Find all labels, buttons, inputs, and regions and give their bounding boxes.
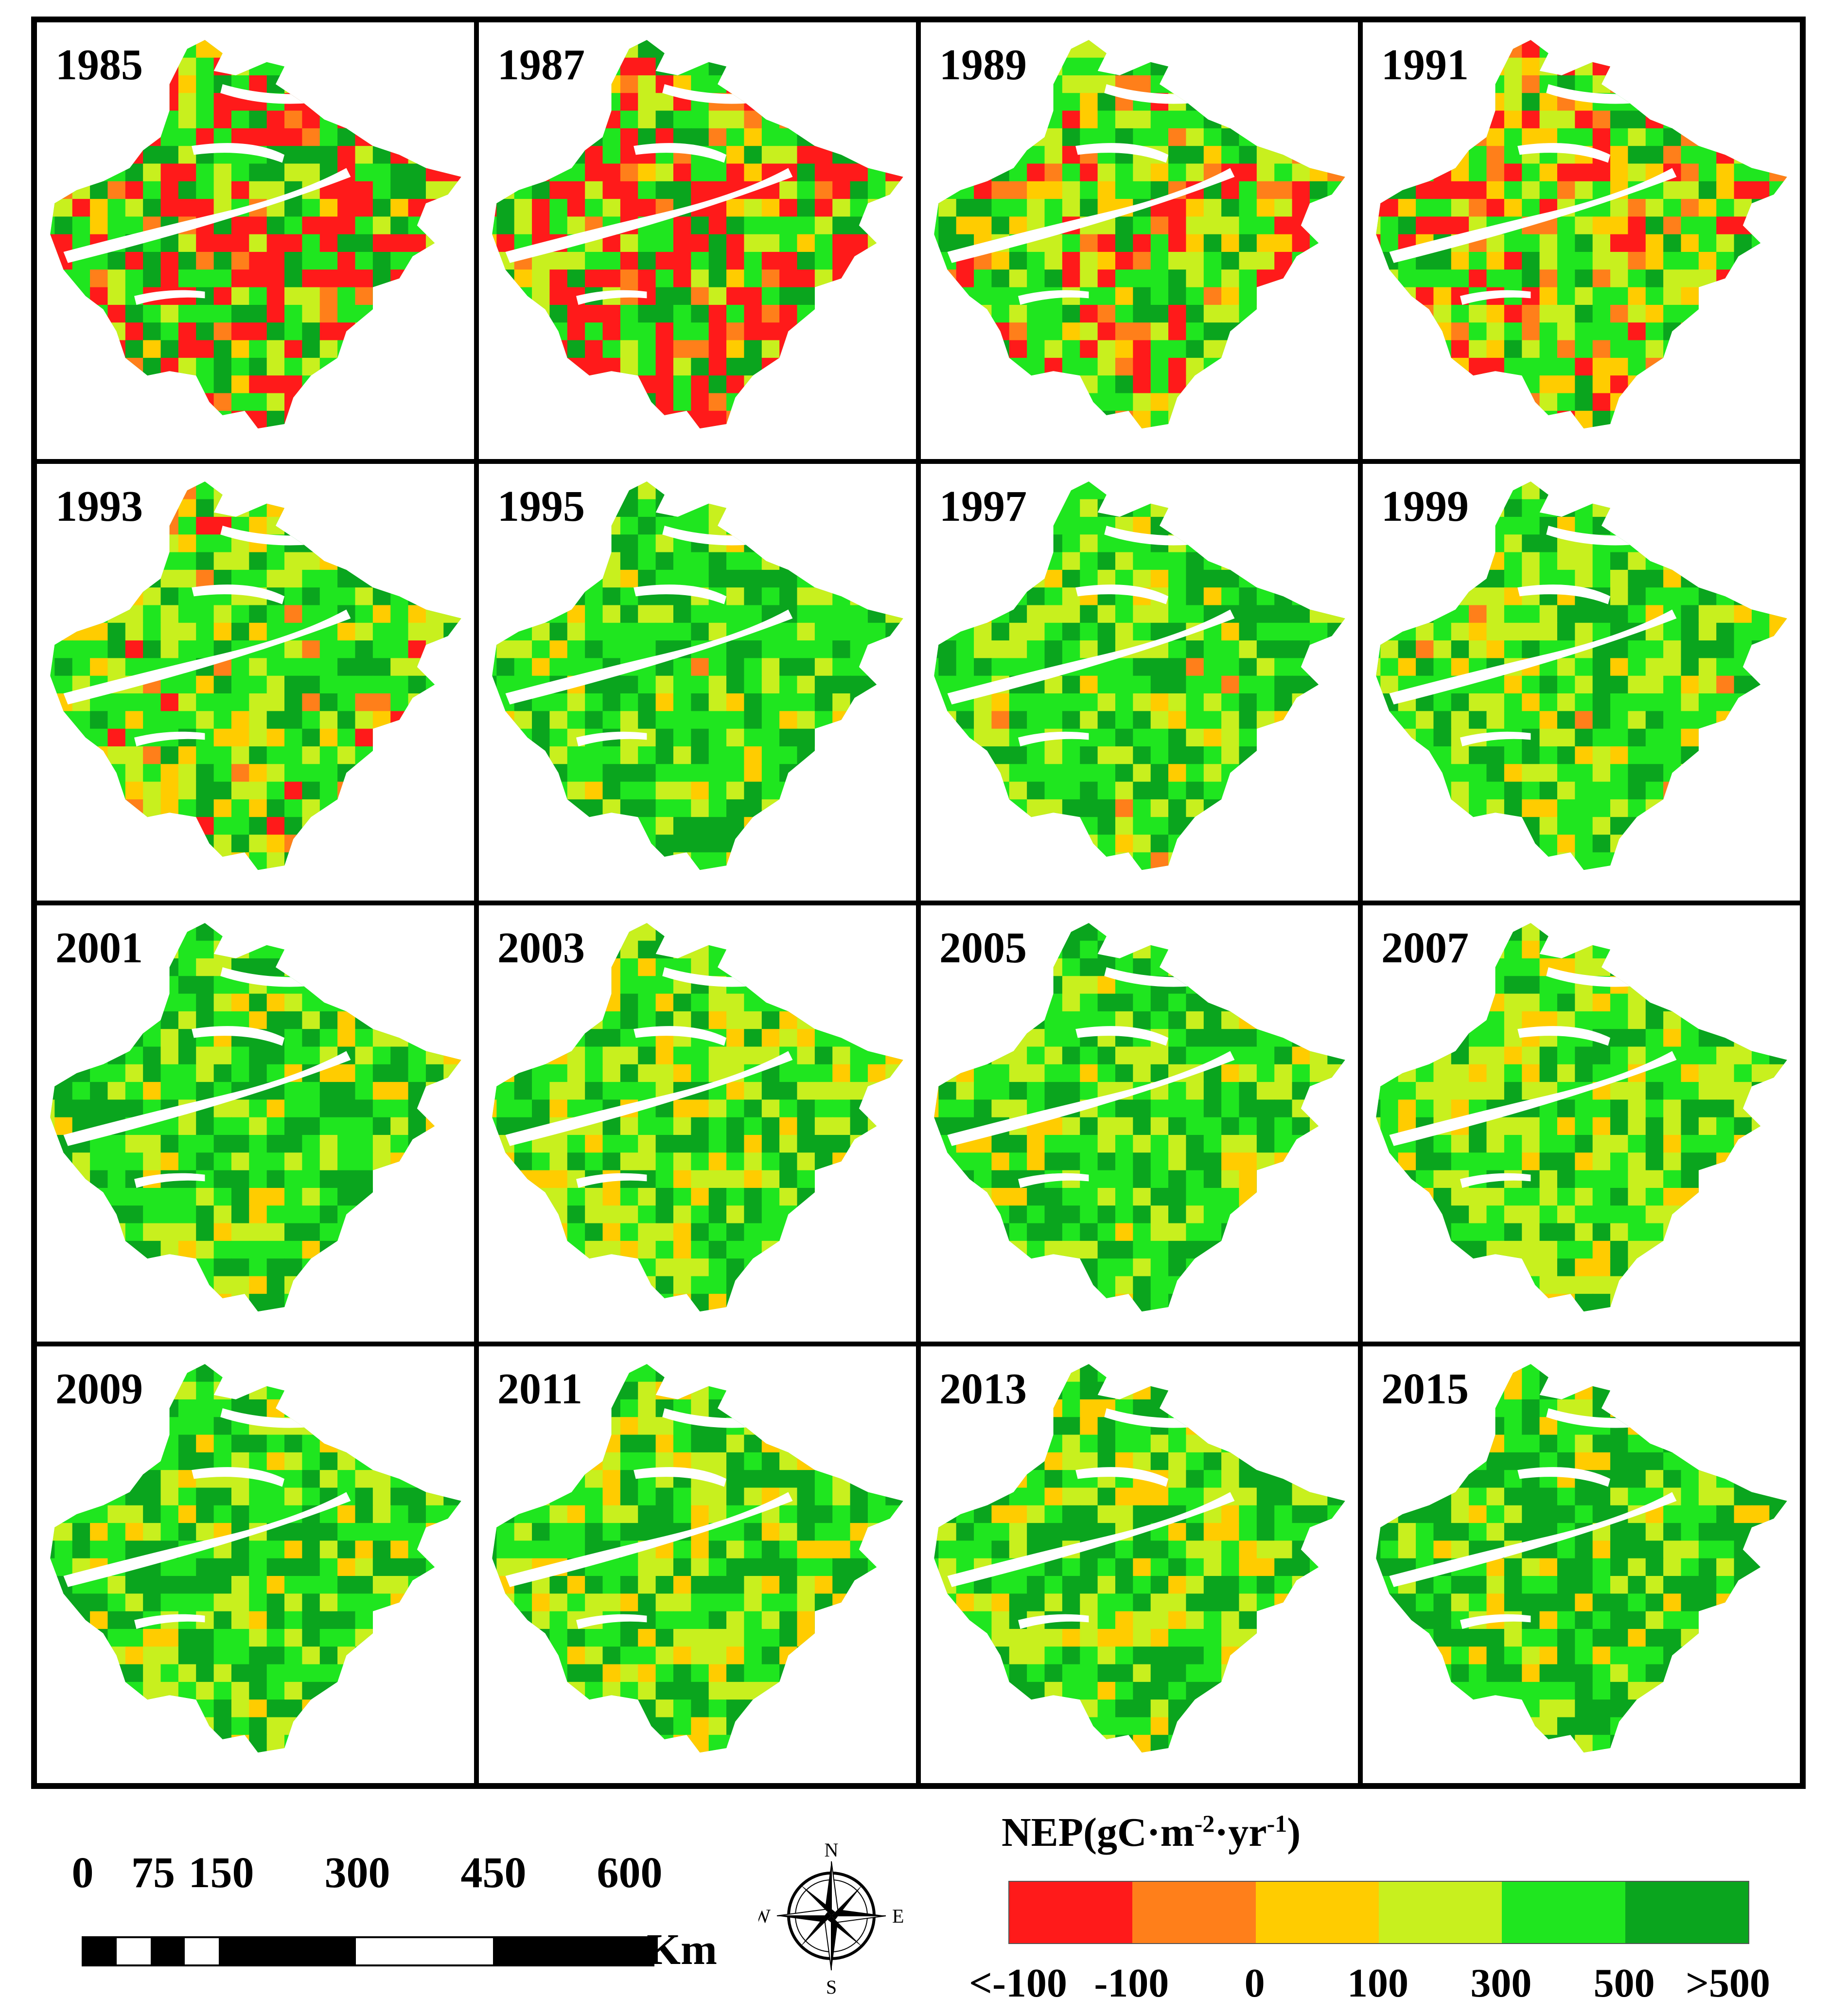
- panel-year-label: 1989: [939, 41, 1027, 89]
- scale-label-600: 600: [597, 1849, 663, 1897]
- legend-title-exp1: -2: [1194, 1810, 1215, 1837]
- map-panel-1997: 1997: [918, 461, 1360, 903]
- map-panel-1987: 1987: [476, 20, 918, 461]
- panel-year-label: 1997: [939, 482, 1027, 531]
- legend-swatch-5: [1625, 1882, 1748, 1943]
- scale-bar-segments: [82, 1936, 654, 1966]
- map-panel-2015: 2015: [1360, 1344, 1802, 1786]
- compass-s: S: [826, 1976, 837, 1998]
- legend: NEP(gC·m-2·yr-1) <-100 -100 0 100 300 500 >500: [969, 1809, 1828, 2013]
- legend-title-exp2: -1: [1267, 1810, 1287, 1837]
- nep-map-1989: [934, 40, 1345, 429]
- scale-unit: Km: [647, 1926, 717, 1974]
- nep-map-2015: [1376, 1364, 1787, 1753]
- map-panel-2001: 2001: [35, 902, 476, 1344]
- legend-swatch-4: [1502, 1882, 1625, 1943]
- map-panel-2011: 2011: [476, 1344, 918, 1786]
- map-panel-2009: 2009: [35, 1344, 476, 1786]
- compass-w: W: [758, 1905, 771, 1927]
- legend-swatch-2: [1255, 1882, 1379, 1943]
- nep-map-1987: [492, 40, 903, 429]
- map-panel-1993: 1993: [35, 461, 476, 903]
- nep-map-2009: [50, 1364, 461, 1753]
- compass-e: E: [892, 1905, 904, 1927]
- scale-label-75: 75: [131, 1849, 175, 1897]
- compass-icon: N S E W: [752, 1839, 904, 1998]
- map-grid: 1985 1987 1989 1991 1993 1995 1997 1999 2001 2003…: [31, 17, 1806, 1789]
- panel-year-label: 1995: [497, 482, 585, 531]
- legend-swatches: [1008, 1881, 1749, 1944]
- map-panel-1989: 1989: [918, 20, 1360, 461]
- panel-year-label: 2011: [497, 1365, 583, 1414]
- legend-title-mid: ·yr: [1214, 1810, 1267, 1855]
- legend-tick-6: >500: [1686, 1961, 1770, 2006]
- panel-year-label: 2013: [939, 1365, 1027, 1414]
- panel-year-label: 1985: [55, 41, 143, 89]
- panel-year-label: 1987: [497, 41, 585, 89]
- legend-swatch-3: [1378, 1882, 1502, 1943]
- compass-n: N: [825, 1839, 839, 1861]
- nep-map-1999: [1376, 481, 1787, 870]
- scale-bar: 0 75 150 300 450 600 Km: [58, 1848, 739, 1994]
- legend-tick-1: -100: [1094, 1961, 1169, 2006]
- map-panel-2003: 2003: [476, 902, 918, 1344]
- nep-map-2011: [492, 1364, 903, 1753]
- legend-tick-5: 500: [1593, 1961, 1655, 2006]
- panel-year-label: 2003: [497, 923, 585, 972]
- compass-rose: N S E W: [752, 1833, 904, 1998]
- legend-tick-3: 100: [1347, 1961, 1408, 2006]
- nep-map-1985: [50, 40, 461, 429]
- panel-year-label: 1993: [55, 482, 143, 531]
- panel-year-label: 2007: [1381, 923, 1469, 972]
- legend-title-end: ): [1287, 1810, 1301, 1855]
- nep-map-1993: [50, 481, 461, 870]
- map-panel-2007: 2007: [1360, 902, 1802, 1344]
- map-panel-1991: 1991: [1360, 20, 1802, 461]
- nep-map-1997: [934, 481, 1345, 870]
- map-panel-2005: 2005: [918, 902, 1360, 1344]
- nep-map-2001: [50, 922, 461, 1311]
- legend-title-main: NEP(gC·m: [1002, 1810, 1195, 1855]
- map-panel-1985: 1985: [35, 20, 476, 461]
- nep-map-2003: [492, 922, 903, 1311]
- map-panel-1999: 1999: [1360, 461, 1802, 903]
- nep-map-1991: [1376, 40, 1787, 429]
- panel-year-label: 2009: [55, 1365, 143, 1414]
- legend-tick-2: 0: [1244, 1961, 1265, 2006]
- panel-year-label: 2005: [939, 923, 1027, 972]
- legend-tick-0: <-100: [969, 1961, 1067, 2006]
- legend-swatch-1: [1132, 1882, 1256, 1943]
- nep-map-2007: [1376, 922, 1787, 1311]
- scale-label-0: 0: [71, 1849, 94, 1897]
- scale-label-150: 150: [188, 1849, 254, 1897]
- nep-map-1995: [492, 481, 903, 870]
- nep-map-2013: [934, 1364, 1345, 1753]
- panel-year-label: 1991: [1381, 41, 1469, 89]
- panel-year-label: 2015: [1381, 1365, 1469, 1414]
- legend-title: NEP(gC·m-2·yr-1): [1002, 1809, 1301, 1856]
- map-panel-2013: 2013: [918, 1344, 1360, 1786]
- legend-tick-4: 300: [1470, 1961, 1532, 2006]
- scale-label-450: 450: [460, 1849, 527, 1897]
- map-panel-1995: 1995: [476, 461, 918, 903]
- panel-year-label: 2001: [55, 923, 143, 972]
- legend-swatch-0: [1009, 1882, 1133, 1943]
- nep-map-2005: [934, 922, 1345, 1311]
- panel-year-label: 1999: [1381, 482, 1469, 531]
- scale-label-300: 300: [324, 1849, 390, 1897]
